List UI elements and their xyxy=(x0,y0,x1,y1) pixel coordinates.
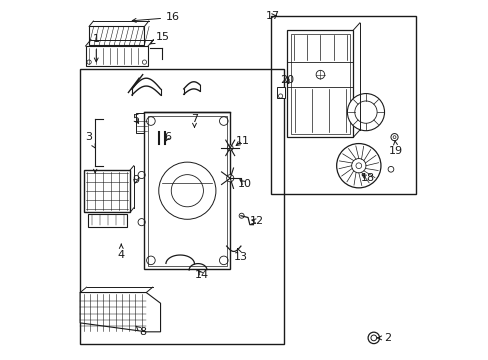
Text: 14: 14 xyxy=(194,270,208,280)
Bar xyxy=(89,26,144,45)
Text: 11: 11 xyxy=(235,136,249,146)
Text: 12: 12 xyxy=(249,216,264,226)
Text: 9: 9 xyxy=(132,175,139,185)
Text: 20: 20 xyxy=(280,75,294,85)
Text: 4: 4 xyxy=(118,244,124,260)
Bar xyxy=(88,213,127,227)
Bar xyxy=(271,16,415,194)
Bar xyxy=(135,113,149,133)
Text: 6: 6 xyxy=(164,132,171,142)
Circle shape xyxy=(346,94,384,131)
Bar xyxy=(85,46,148,66)
Text: 5: 5 xyxy=(132,114,139,124)
Bar xyxy=(144,112,230,269)
Text: 18: 18 xyxy=(360,173,374,183)
Text: 17: 17 xyxy=(265,11,280,21)
Text: 13: 13 xyxy=(233,249,247,262)
Bar xyxy=(287,30,353,137)
Text: 7: 7 xyxy=(190,114,198,127)
Text: 3: 3 xyxy=(85,132,95,148)
Text: 10: 10 xyxy=(237,179,251,189)
Circle shape xyxy=(226,175,233,182)
Bar xyxy=(148,116,226,266)
Text: 15: 15 xyxy=(150,32,169,44)
Circle shape xyxy=(227,145,233,151)
Text: 2: 2 xyxy=(377,333,390,343)
Circle shape xyxy=(336,144,380,188)
Bar xyxy=(276,87,284,98)
Text: 8: 8 xyxy=(136,326,146,337)
Bar xyxy=(290,33,349,134)
Text: 1: 1 xyxy=(93,34,100,62)
Polygon shape xyxy=(80,293,160,332)
Text: 16: 16 xyxy=(132,13,180,22)
Bar xyxy=(83,170,130,212)
Bar xyxy=(80,69,283,344)
Bar xyxy=(186,122,201,139)
Text: 19: 19 xyxy=(388,141,403,157)
